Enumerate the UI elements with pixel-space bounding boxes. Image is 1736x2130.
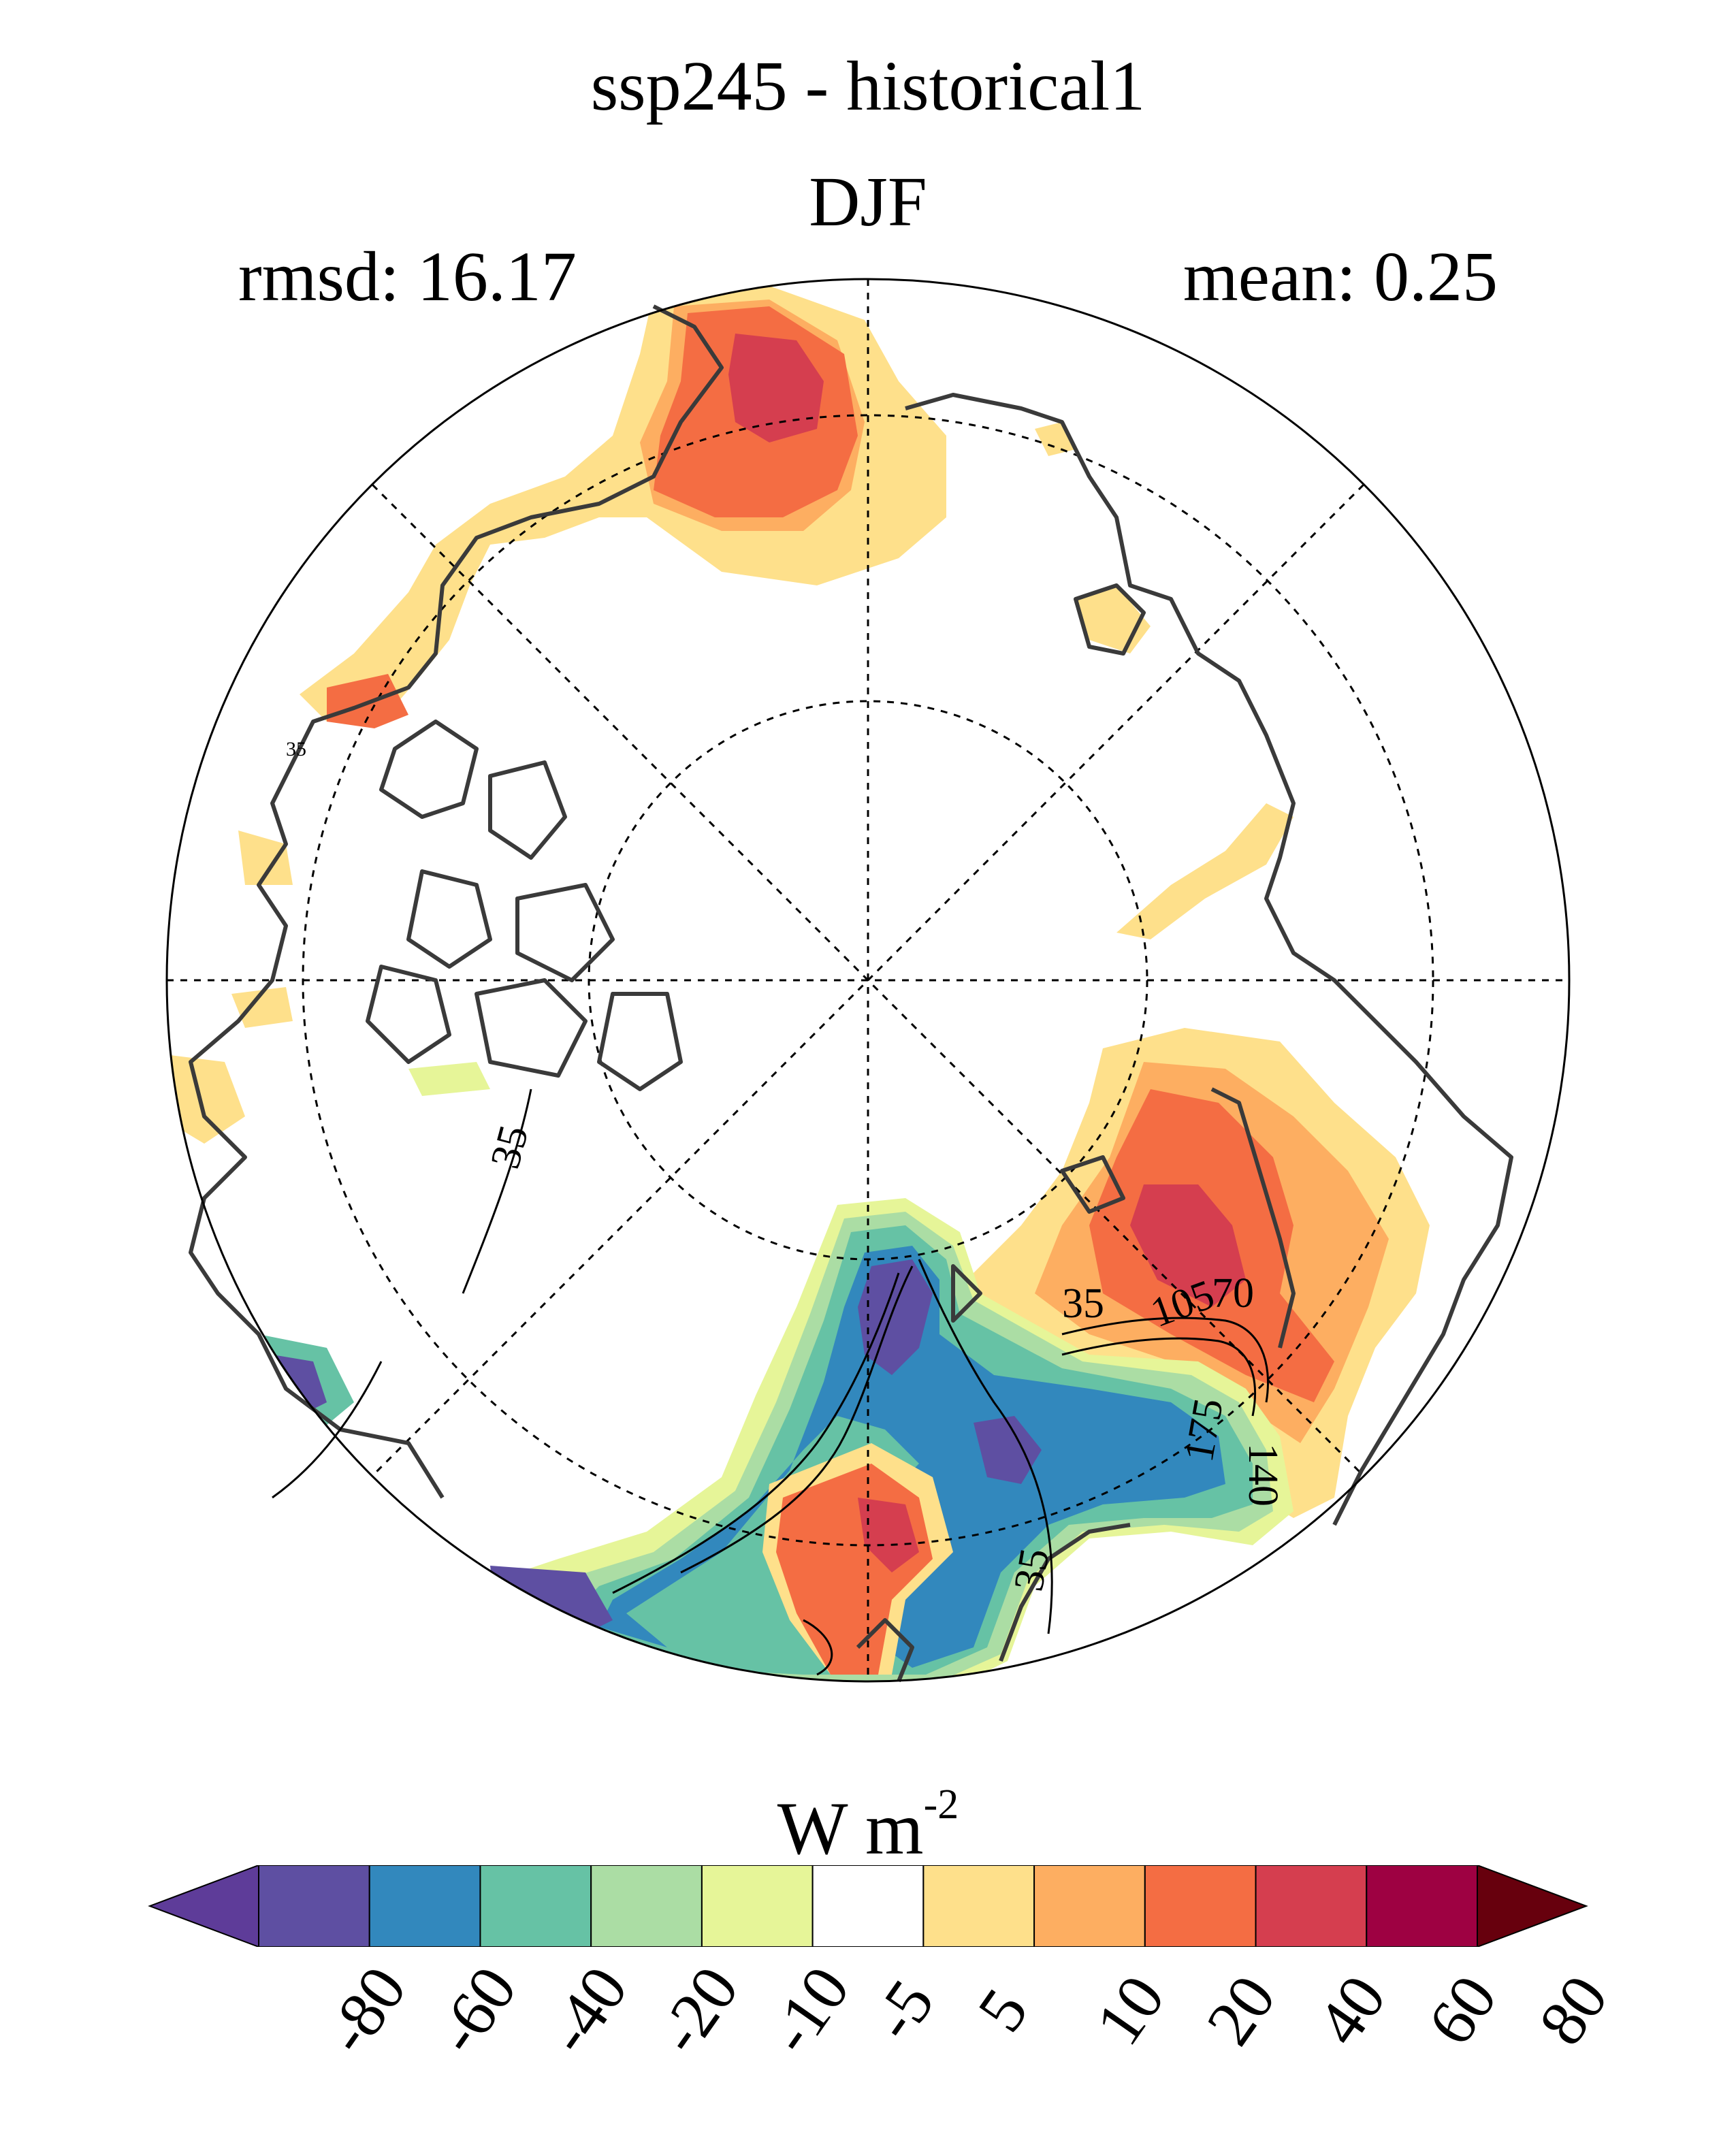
contour-label: 35: [1062, 1280, 1104, 1327]
anomaly-patch: [599, 1246, 1225, 1668]
colorbar-swatch: [368, 1865, 481, 1947]
colorbar-arrow-low: [148, 1865, 259, 1947]
contour-label: 140: [1240, 1443, 1286, 1506]
contour-label-group: 35 35 70 105 140 175 35 35: [286, 738, 1286, 1594]
anomaly-patch: [300, 286, 946, 722]
colorbar-swatch: [1366, 1865, 1478, 1947]
colorbar: [148, 1865, 1588, 1947]
rmsd-label: rmsd: 16.17: [238, 238, 577, 316]
colorbar-tick: 60: [1413, 1962, 1511, 2058]
colorbar-tick: 20: [1191, 1962, 1289, 2058]
colorbar-tick: -10: [753, 1953, 863, 2067]
colorbar-swatch: [811, 1865, 925, 1947]
colorbar-tick: -80: [310, 1953, 420, 2067]
plot-title: ssp245 - historical1: [590, 47, 1146, 125]
colorbar-tick: 10: [1081, 1962, 1178, 2058]
units-text: W m: [777, 1787, 924, 1870]
colorbar-tick: 5: [963, 1975, 1042, 2045]
contours: [272, 1088, 1269, 1676]
anomaly-patch: [238, 830, 293, 885]
colorbar-tick: -60: [421, 1953, 531, 2067]
polar-map: 35 35 70 105 140 175 35 35: [165, 278, 1571, 1683]
anomaly-patch: [408, 1062, 490, 1096]
colorbar-tick: 80: [1524, 1962, 1622, 2058]
anomaly-patch: [170, 1055, 245, 1144]
anomaly-patch: [728, 334, 824, 442]
contour-label: 35: [1006, 1545, 1059, 1595]
contour-label: 175: [1176, 1395, 1232, 1465]
colorbar-swatch: [479, 1865, 592, 1947]
anomaly-patch: [1116, 803, 1293, 939]
colorbar-swatch: [701, 1865, 814, 1947]
units-exponent: -2: [923, 1781, 959, 1828]
colorbar-arrow-high: [1477, 1865, 1588, 1947]
contour-label: 35: [286, 738, 306, 760]
anomaly-patch: [231, 987, 293, 1028]
contour-label: 35: [482, 1120, 538, 1173]
anomaly-patch: [1130, 1184, 1246, 1307]
colorbar-tick: 40: [1302, 1962, 1400, 2058]
colorbar-swatch: [1255, 1865, 1368, 1947]
map-border: [165, 278, 1571, 1683]
mean-label: mean: 0.25: [1183, 238, 1498, 316]
colorbar-swatch: [590, 1865, 703, 1947]
anomaly-patch: [974, 1416, 1042, 1484]
anomaly-patch: [858, 1259, 933, 1375]
anomaly-patch: [858, 1498, 919, 1572]
colorbar-units: W m-2: [0, 1784, 1736, 1866]
contour-label: 70: [1212, 1270, 1254, 1317]
colorbar-tick: -40: [532, 1953, 642, 2067]
colorbar-tick: -5: [857, 1967, 948, 2054]
field-layer: [170, 286, 1430, 1681]
colorbar-swatch: [1033, 1865, 1146, 1947]
colorbar-swatch: [1144, 1865, 1257, 1947]
coastlines: [189, 304, 1513, 1683]
graticule: [167, 279, 1569, 1681]
season-label: DJF: [809, 163, 927, 241]
colorbar-tick: -20: [642, 1953, 753, 2067]
colorbar-swatch: [258, 1865, 370, 1947]
colorbar-swatch: [922, 1865, 1035, 1947]
